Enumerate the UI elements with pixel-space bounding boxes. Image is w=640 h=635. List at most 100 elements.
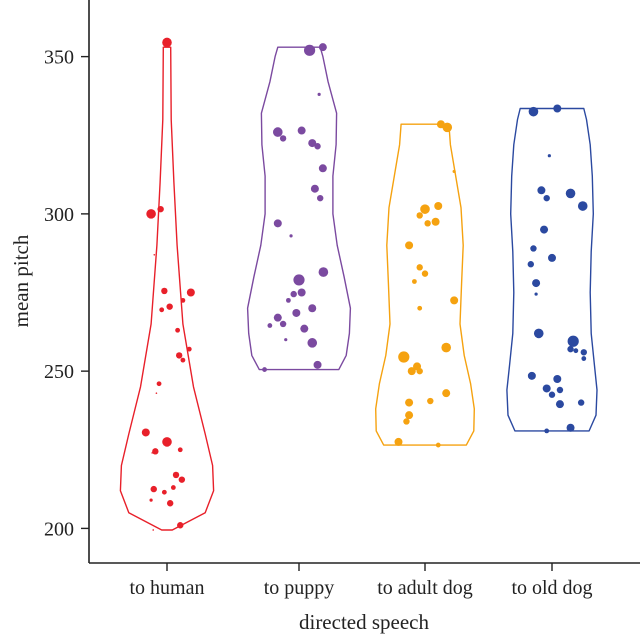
data-point <box>273 313 282 322</box>
data-point <box>314 143 321 150</box>
data-point <box>435 442 441 448</box>
data-point <box>533 328 544 339</box>
data-point <box>403 418 410 425</box>
data-point <box>416 212 423 219</box>
data-point <box>566 423 575 432</box>
data-point <box>416 264 423 271</box>
data-point <box>292 308 301 317</box>
data-point <box>318 43 327 52</box>
x-axis-title: directed speech <box>299 610 430 634</box>
data-point <box>308 304 317 313</box>
data-point <box>161 489 167 495</box>
data-point <box>581 356 587 361</box>
data-point <box>307 338 318 348</box>
y-tick-label: 350 <box>44 47 74 69</box>
data-point <box>553 104 562 113</box>
y-axis-ticks: 200 250 300 350 <box>44 47 89 540</box>
data-point <box>308 139 317 148</box>
x-category-label: to puppy <box>264 577 335 599</box>
data-point <box>152 448 159 455</box>
data-point <box>304 44 316 56</box>
data-point <box>417 305 423 311</box>
data-point <box>405 398 414 407</box>
data-point <box>162 37 172 48</box>
data-point <box>540 225 549 234</box>
data-point <box>532 279 541 288</box>
data-point <box>177 522 184 529</box>
data-point <box>317 92 321 96</box>
data-point <box>434 202 443 211</box>
data-point <box>151 452 153 454</box>
data-point <box>530 245 537 252</box>
data-point <box>405 241 414 250</box>
data-point <box>149 498 153 502</box>
data-point <box>273 127 283 137</box>
data-point <box>162 437 172 447</box>
data-point <box>452 169 456 174</box>
data-point <box>527 371 536 380</box>
x-category-label: to adult dog <box>377 577 473 599</box>
data-point <box>442 122 453 133</box>
data-point <box>146 209 156 219</box>
data-point <box>159 307 165 313</box>
data-point <box>156 381 162 387</box>
data-point <box>424 220 431 227</box>
data-point <box>273 219 282 228</box>
data-point <box>186 288 195 297</box>
data-point <box>166 303 173 310</box>
data-point <box>279 320 287 328</box>
data-point <box>297 288 306 297</box>
data-point <box>573 348 579 354</box>
data-point <box>313 360 322 369</box>
data-point <box>580 349 587 356</box>
data-point <box>317 194 324 202</box>
data-point <box>420 204 430 214</box>
y-tick-label: 300 <box>44 204 74 226</box>
data-point <box>394 437 403 446</box>
data-point <box>289 234 293 238</box>
data-point <box>293 274 305 286</box>
data-point <box>398 351 410 363</box>
violin-outline <box>119 46 215 531</box>
x-category-label: to human <box>130 577 205 599</box>
data-point <box>542 384 551 393</box>
data-point <box>565 188 576 199</box>
data-point <box>567 345 574 353</box>
data-point <box>577 399 585 406</box>
data-point <box>284 338 288 342</box>
data-point <box>421 270 429 277</box>
data-point <box>416 367 423 375</box>
data-point <box>431 217 440 226</box>
data-point <box>170 485 176 490</box>
data-point <box>441 342 452 353</box>
data-point <box>577 201 588 211</box>
data-point <box>297 126 306 135</box>
data-point <box>150 485 157 493</box>
data-point <box>534 292 538 296</box>
data-point <box>279 135 287 142</box>
data-point <box>161 287 168 295</box>
data-point <box>286 297 291 303</box>
data-point <box>412 279 417 284</box>
data-point <box>544 428 550 434</box>
data-point <box>175 352 183 359</box>
violin-outline <box>506 107 598 432</box>
data-point <box>547 154 551 158</box>
data-point <box>157 205 164 213</box>
data-point <box>166 500 174 507</box>
data-point <box>442 389 451 398</box>
data-point <box>262 367 267 372</box>
data-point <box>450 296 459 305</box>
data-point <box>180 297 186 303</box>
data-point <box>567 335 579 347</box>
data-point <box>407 367 416 376</box>
data-point <box>537 186 546 195</box>
data-point <box>427 397 434 405</box>
x-category-label: to old dog <box>511 577 592 599</box>
data-point <box>528 106 539 117</box>
data-point <box>152 529 155 531</box>
data-point <box>318 267 329 277</box>
y-tick-label: 250 <box>44 361 74 383</box>
data-point <box>186 346 192 352</box>
